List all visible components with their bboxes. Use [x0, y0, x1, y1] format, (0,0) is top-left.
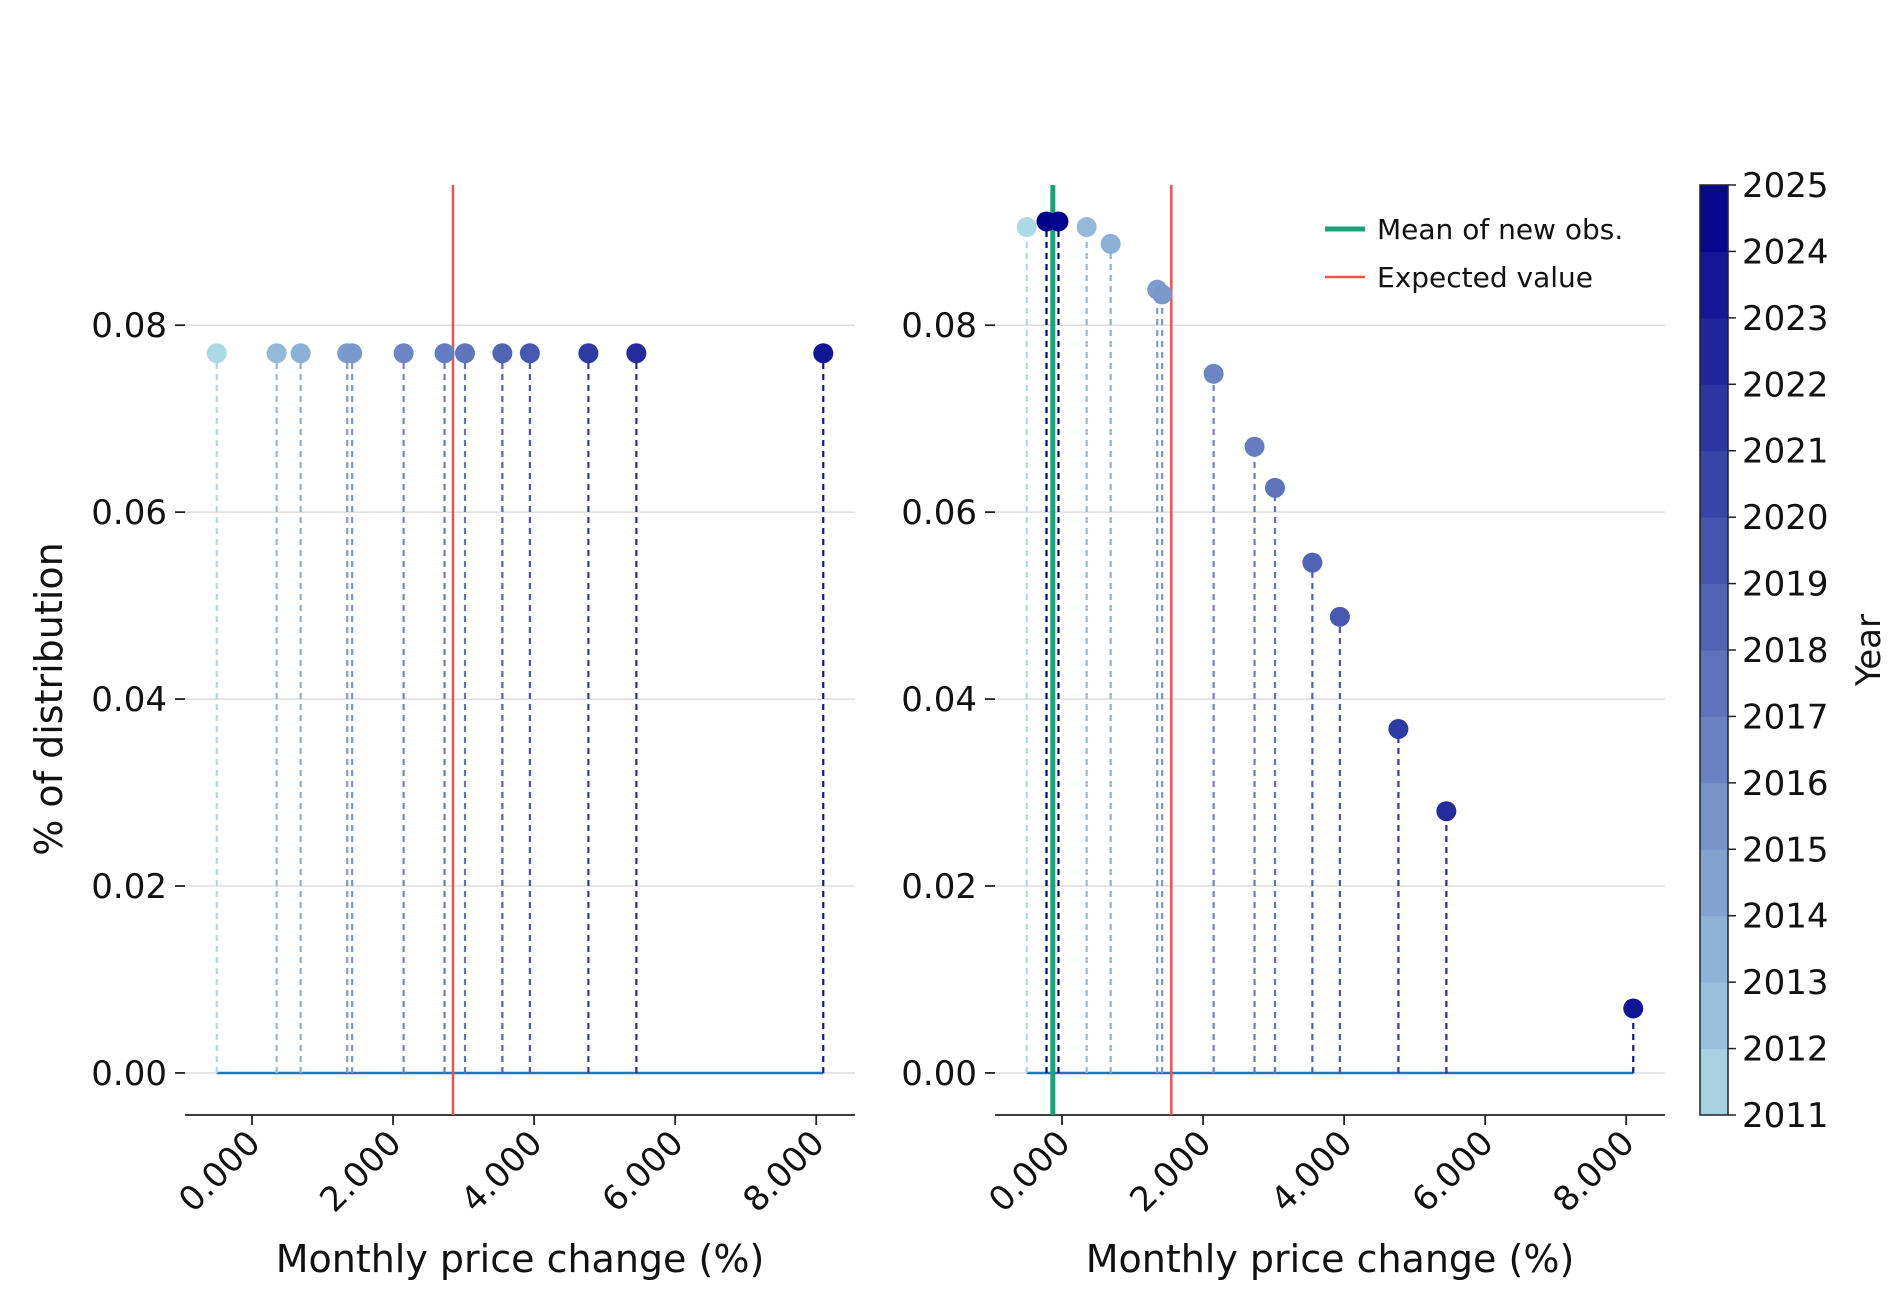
data-point: [519, 343, 540, 364]
colorbar-tick-label: 2014: [1742, 897, 1829, 937]
y-tick-label: 0.02: [91, 867, 167, 907]
data-point: [492, 343, 513, 364]
x-axis-label: Monthly price change (%): [1086, 1237, 1575, 1281]
colorbar-tick-label: 2011: [1742, 1096, 1829, 1136]
colorbar-tick-label: 2020: [1742, 498, 1829, 538]
legend: Mean of new obs. Expected value: [1325, 213, 1623, 294]
colorbar-tick-label: 2012: [1742, 1030, 1829, 1070]
colorbar-segment: [1700, 1048, 1728, 1116]
data-point: [1264, 477, 1285, 498]
data-point: [1076, 217, 1097, 238]
colorbar-tick-label: 2013: [1742, 963, 1829, 1003]
colorbar-tick-label: 2019: [1742, 565, 1829, 605]
x-tick-label: 4.000: [1263, 1123, 1360, 1220]
colorbar: 2011 2012 2013 2014 2015 2016 2017 2018 2019 2020…: [1699, 166, 1889, 1136]
y-tick-label: 0.08: [91, 306, 167, 346]
y-tick-label: 0.02: [901, 867, 977, 907]
y-tick-label: 0.04: [91, 680, 167, 720]
colorbar-tick-label: 2018: [1742, 631, 1829, 671]
y-tick-label: 0.04: [901, 680, 977, 720]
data-point: [626, 343, 647, 364]
colorbar-segment: [1700, 982, 1728, 1050]
data-point: [266, 343, 287, 364]
x-tick-label: 6.000: [1404, 1123, 1501, 1220]
data-point: [1048, 211, 1069, 232]
x-tick-label: 8.000: [1545, 1123, 1642, 1220]
data-point: [393, 343, 414, 364]
colorbar-tick-label: 2021: [1742, 432, 1829, 472]
y-tick-label: 0.00: [91, 1054, 167, 1094]
colorbar-segment: [1700, 251, 1728, 319]
colorbar-tick-label: 2022: [1742, 365, 1829, 405]
legend-mean-label: Mean of new obs.: [1377, 213, 1623, 246]
colorbar-tick-label: 2017: [1742, 697, 1829, 737]
colorbar-segment: [1700, 650, 1728, 717]
colorbar-segment: [1700, 716, 1728, 784]
left-panel: 0.00 0.02 0.04 0.06 0.08 0.000 2.000 4.000 6.000…: [27, 185, 855, 1281]
data-point: [454, 343, 475, 364]
colorbar-segment: [1700, 849, 1728, 917]
colorbar-segment: [1700, 185, 1728, 252]
data-point: [1329, 606, 1350, 627]
x-tick-label: 2.000: [312, 1123, 409, 1220]
colorbar-segment: [1700, 317, 1728, 385]
colorbar-segment: [1700, 583, 1728, 651]
x-tick-label: 0.000: [981, 1123, 1078, 1220]
data-point: [434, 343, 455, 364]
y-tick-label: 0.06: [91, 493, 167, 533]
data-point: [1388, 718, 1409, 739]
data-point: [290, 343, 311, 364]
right-panel: 0.00 0.02 0.04 0.06 0.08 0.000 2.000 4.000 6.000…: [901, 185, 1665, 1281]
x-tick-label: 6.000: [594, 1123, 691, 1220]
colorbar-label: Year: [1849, 614, 1889, 687]
colorbar-tick-label: 2025: [1742, 166, 1829, 206]
y-tick-label: 0.00: [901, 1054, 977, 1094]
data-point: [1302, 552, 1323, 573]
data-point: [1244, 436, 1265, 457]
colorbar-segment: [1700, 384, 1728, 452]
colorbar-segment: [1700, 450, 1728, 518]
data-point: [1152, 284, 1173, 305]
y-tick-label: 0.08: [901, 306, 977, 346]
legend-expected-label: Expected value: [1377, 261, 1593, 294]
data-point: [813, 343, 834, 364]
data-point: [1203, 363, 1224, 384]
x-tick-label: 8.000: [735, 1123, 832, 1220]
colorbar-segment: [1700, 517, 1728, 585]
x-axis-label: Monthly price change (%): [276, 1237, 765, 1281]
colorbar-segment: [1700, 915, 1728, 983]
colorbar-tick-label: 2016: [1742, 764, 1829, 804]
x-tick-label: 2.000: [1122, 1123, 1219, 1220]
colorbar-segment: [1700, 782, 1728, 850]
colorbar-tick-label: 2023: [1742, 299, 1829, 339]
y-tick-label: 0.06: [901, 493, 977, 533]
data-point: [578, 343, 599, 364]
data-point: [1623, 998, 1644, 1019]
data-point: [1100, 233, 1121, 254]
colorbar-tick-label: 2015: [1742, 830, 1829, 870]
x-tick-label: 0.000: [171, 1123, 268, 1220]
colorbar-tick-label: 2024: [1742, 232, 1829, 272]
data-point: [206, 343, 227, 364]
x-tick-label: 4.000: [453, 1123, 550, 1220]
data-point: [1436, 801, 1457, 822]
data-point: [342, 343, 363, 364]
y-axis-label: % of distribution: [27, 542, 71, 855]
data-point: [1016, 217, 1037, 238]
